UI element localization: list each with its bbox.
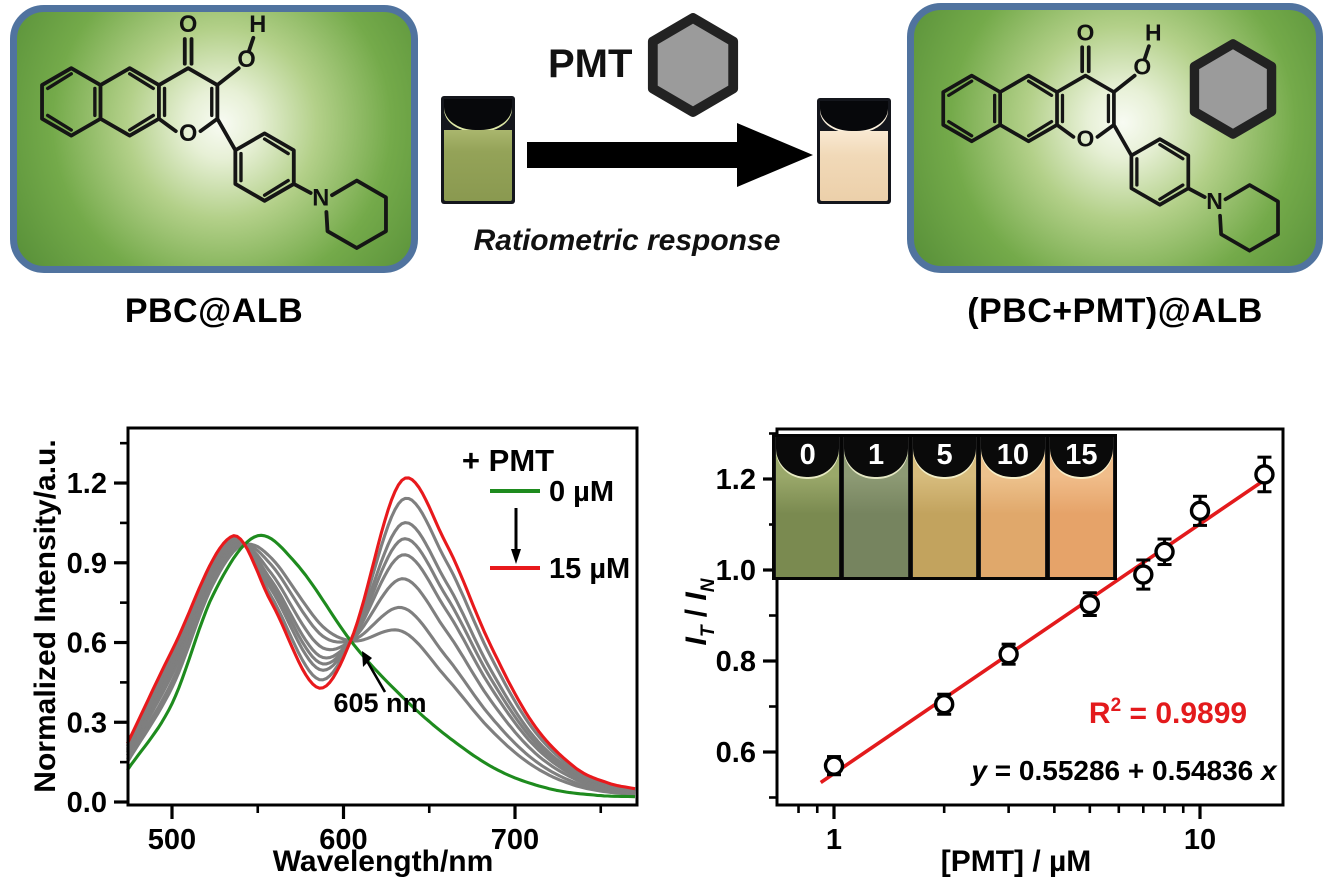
cuvette-photo-before (441, 96, 515, 204)
data-point (823, 755, 845, 776)
x-axis-label: [PMT] / µM (941, 845, 1092, 878)
pmt-label: PMT (548, 42, 633, 86)
emission-spectra-chart: 500 600 700 0.0 0.3 0.6 0.9 1.2 Wavelength/nm Nor… (29, 426, 639, 878)
inset-cuvette-5uM: 5 (911, 437, 978, 577)
cuvette-photo-after (817, 98, 891, 204)
isosbestic-annotation: 605 nm (333, 688, 426, 718)
spectrum-curve-3uM (126, 542, 636, 794)
y-axis-label: IT / IN (680, 577, 719, 645)
calibration-plot-frame (775, 427, 1285, 807)
inset-cuvette-15uM: 15 (1048, 437, 1115, 577)
inset-cuvette-label: 10 (996, 439, 1030, 471)
spectrum-curve-1uM (126, 542, 636, 796)
data-point (1254, 464, 1275, 485)
inset-cuvette-0uM: 0 (775, 437, 841, 577)
y-tick-label: 0.6 (716, 737, 756, 769)
cuvette-inset-photo: 0 1 5 10 15 (772, 434, 1117, 580)
cuvette-liquid-orange (820, 131, 888, 201)
cuvette-meniscus (444, 99, 512, 130)
x-tick-label: 500 (148, 824, 196, 856)
y-tick-label: 0.3 (67, 707, 107, 739)
spectrum-curve-0uM (126, 533, 636, 799)
spectrum-curve-2uM (126, 542, 636, 795)
y-axis-label: Normalized Intensity/a.u. (29, 439, 62, 792)
data-point (1133, 564, 1154, 585)
inset-cuvette-label: 1 (868, 439, 885, 471)
legend-label-15uM: 15 µM (549, 553, 630, 585)
legend-label-0uM: 0 µM (549, 476, 614, 508)
spectra-plot-frame (126, 426, 639, 807)
x-tick-label: 700 (491, 824, 539, 856)
spectrum-curve-15uM (125, 476, 636, 791)
inset-cuvette-1uM: 1 (843, 437, 909, 577)
legend-title: + PMT (462, 443, 554, 478)
data-point (1154, 541, 1175, 562)
data-point (998, 643, 1019, 665)
data-point (933, 694, 955, 715)
y-tick-label: 0.0 (67, 787, 107, 819)
inset-cuvette-label: 15 (1065, 439, 1098, 471)
x-tick-label: 1 (826, 824, 842, 856)
cuvette-liquid-green (444, 129, 512, 201)
data-point (1189, 500, 1211, 522)
reaction-arrow (527, 123, 813, 187)
inset-cuvette-label: 0 (799, 439, 816, 471)
pbc-pmt-alb-panel (907, 3, 1323, 273)
inset-cuvette-label: 5 (936, 439, 953, 471)
spectrum-curve-10uM (126, 496, 636, 791)
x-tick-label: 10 (1184, 824, 1216, 856)
pbc-alb-panel (10, 5, 418, 273)
fit-equation-text: y = 0.55286 + 0.54836 x (969, 755, 1278, 786)
y-tick-label: 0.8 (716, 646, 756, 678)
legend-arrow-head (511, 549, 521, 564)
y-tick-label: 1.0 (716, 555, 756, 587)
spectrum-curve-8uM (126, 521, 636, 792)
y-tick-label: 1.2 (67, 468, 107, 500)
pbc-alb-label: PBC@ALB (124, 292, 304, 330)
x-axis-label: Wavelength/nm (273, 845, 494, 878)
inset-cuvette-10uM: 10 (980, 437, 1046, 577)
annotation-arrow-head (362, 651, 372, 667)
y-tick-label: 0.9 (67, 548, 107, 580)
y-tick-label: 1.2 (716, 464, 756, 496)
pbc-pmt-alb-label: (PBC+PMT)@ALB (967, 292, 1263, 330)
r-squared-text: R2 = 0.9899 (1089, 695, 1247, 730)
y-tick-label: 0.6 (67, 628, 107, 660)
annotation-arrow-shaft (365, 660, 387, 693)
data-point (1079, 593, 1101, 615)
x-tick-label: 600 (319, 824, 367, 856)
arrow-caption: Ratiometric response (473, 224, 781, 257)
